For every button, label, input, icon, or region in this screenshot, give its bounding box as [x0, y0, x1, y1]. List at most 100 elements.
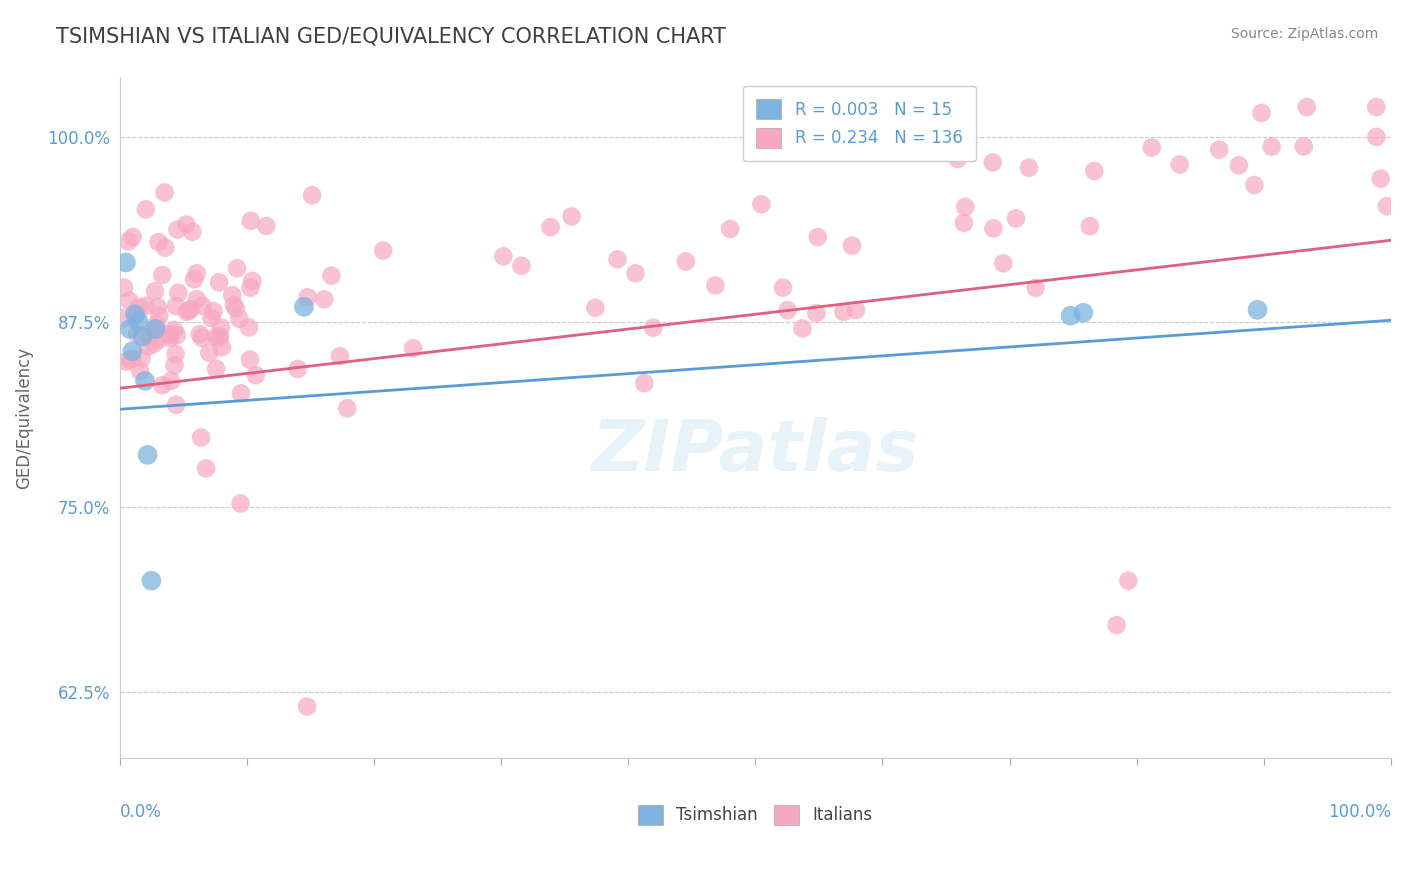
Point	[981, 155, 1004, 169]
Text: 0.0%: 0.0%	[120, 803, 162, 821]
Point	[1246, 302, 1268, 317]
Point	[993, 256, 1015, 270]
Point	[134, 374, 156, 388]
Point	[191, 299, 214, 313]
Point	[222, 298, 245, 312]
Point	[806, 306, 828, 320]
Point	[155, 241, 177, 255]
Point	[606, 252, 628, 267]
Point	[373, 244, 395, 258]
Point	[128, 315, 150, 329]
Point	[141, 574, 163, 588]
Point	[145, 318, 167, 332]
Text: Source: ZipAtlas.com: Source: ZipAtlas.com	[1230, 27, 1378, 41]
Point	[946, 152, 969, 166]
Y-axis label: GED/Equivalency: GED/Equivalency	[15, 347, 32, 489]
Point	[1105, 618, 1128, 632]
Point	[807, 230, 830, 244]
Point	[121, 344, 143, 359]
Point	[336, 401, 359, 416]
Point	[510, 259, 533, 273]
Point	[1078, 219, 1101, 234]
Point	[153, 186, 176, 200]
Point	[1369, 171, 1392, 186]
Point	[177, 304, 200, 318]
Point	[321, 268, 343, 283]
Point	[176, 305, 198, 319]
Text: TSIMSHIAN VS ITALIAN GED/EQUIVALENCY CORRELATION CHART: TSIMSHIAN VS ITALIAN GED/EQUIVALENCY COR…	[56, 27, 727, 46]
Point	[718, 222, 741, 236]
Point	[118, 322, 141, 336]
Point	[1365, 100, 1388, 114]
Point	[208, 276, 231, 290]
Point	[314, 293, 336, 307]
Point	[1295, 100, 1317, 114]
Point	[208, 329, 231, 343]
Point	[1250, 106, 1272, 120]
Point	[143, 284, 166, 298]
Point	[160, 374, 183, 388]
Point	[1260, 139, 1282, 153]
Point	[190, 431, 212, 445]
Point	[242, 274, 264, 288]
Point	[1168, 157, 1191, 171]
Point	[118, 293, 141, 308]
Point	[165, 299, 187, 313]
Point	[165, 398, 187, 412]
Text: 100.0%: 100.0%	[1329, 803, 1391, 821]
Point	[239, 280, 262, 294]
Point	[239, 352, 262, 367]
Point	[492, 249, 515, 263]
Point	[643, 320, 665, 334]
Point	[221, 288, 243, 302]
Point	[953, 216, 976, 230]
Point	[115, 354, 138, 368]
Point	[540, 220, 562, 235]
Point	[583, 301, 606, 315]
Point	[239, 214, 262, 228]
Point	[191, 331, 214, 345]
Point	[204, 329, 226, 343]
Point	[124, 307, 146, 321]
Point	[167, 285, 190, 300]
Point	[792, 321, 814, 335]
Point	[1227, 158, 1250, 172]
Point	[176, 218, 198, 232]
Point	[148, 309, 170, 323]
Point	[135, 299, 157, 313]
Point	[561, 210, 583, 224]
Point	[1025, 281, 1047, 295]
Point	[138, 329, 160, 343]
Point	[143, 322, 166, 336]
Point	[402, 342, 425, 356]
Point	[198, 345, 221, 359]
Point	[117, 235, 139, 249]
Point	[125, 308, 148, 322]
Point	[150, 378, 173, 392]
Point	[1375, 199, 1398, 213]
Point	[112, 281, 135, 295]
Point	[749, 197, 772, 211]
Point	[1243, 178, 1265, 192]
Point	[166, 222, 188, 236]
Point	[186, 266, 208, 280]
Point	[211, 340, 233, 354]
Point	[136, 448, 159, 462]
Point	[166, 328, 188, 343]
Point	[127, 327, 149, 342]
Point	[115, 255, 138, 269]
Point	[1073, 306, 1095, 320]
Point	[226, 261, 249, 276]
Point	[118, 353, 141, 368]
Point	[163, 358, 186, 372]
Point	[136, 339, 159, 353]
Point	[1059, 309, 1081, 323]
Point	[121, 230, 143, 244]
Point	[146, 300, 169, 314]
Point	[983, 221, 1005, 235]
Point	[145, 321, 167, 335]
Point	[329, 349, 352, 363]
Point	[148, 235, 170, 249]
Point	[1118, 574, 1140, 588]
Point	[624, 266, 647, 280]
